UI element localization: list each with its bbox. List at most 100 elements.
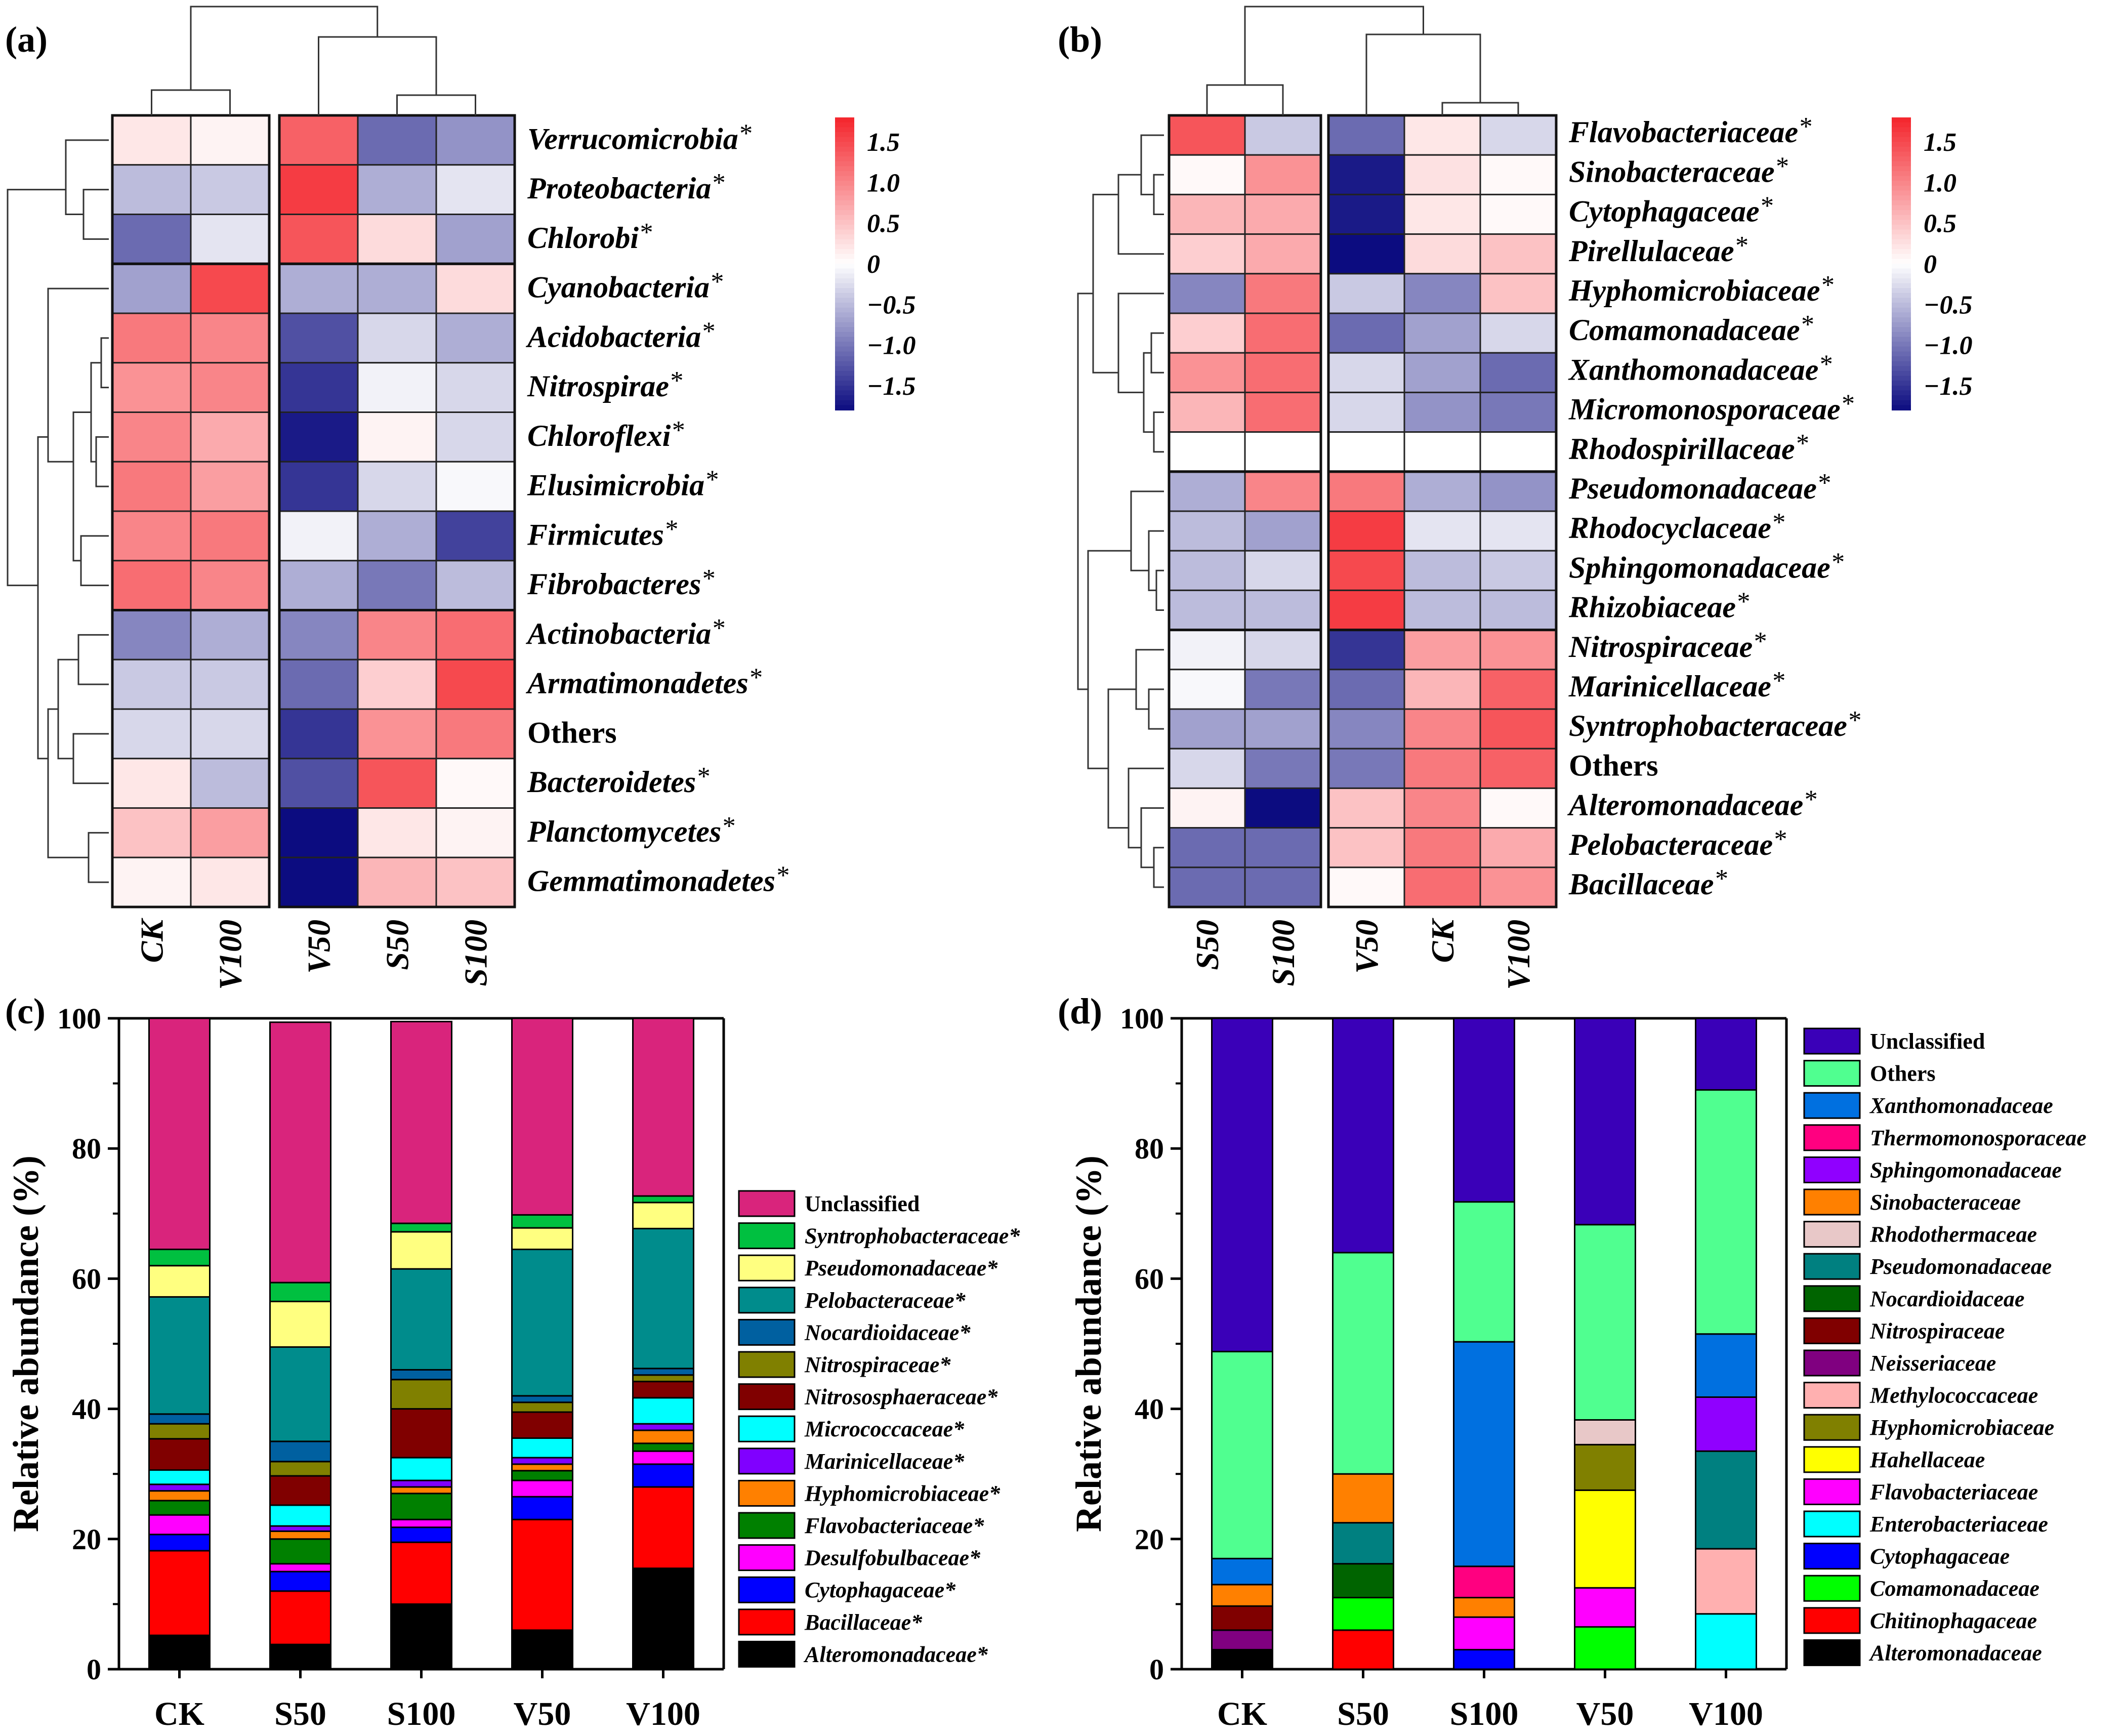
colorbar-segment [835,298,854,304]
heatmap-cell [1479,629,1557,671]
colorbar-segment [835,327,854,333]
row-label-name: Nitrospirae [527,369,669,403]
x-tick-label: V100 [626,1696,700,1732]
colorbar-segment [1892,239,1911,245]
heatmap-row-label: Sphingomonadaceae* [1569,548,1844,584]
heatmap-row-label: Micromonosporaceae* [1568,390,1854,426]
colorbar-segment [1892,273,1911,279]
row-dendrogram-link [1153,847,1164,888]
colorbar-segment [1892,185,1911,191]
heatmap-cell [278,658,359,710]
colorbar-segment [1892,254,1911,260]
heatmap-row-label: Rhodocyclaceae* [1568,508,1784,545]
heatmap-cell [111,658,192,710]
row-label-name: Sphingomonadaceae [1569,551,1830,584]
row-label-star: * [704,466,718,494]
row-dendrogram-link [1077,293,1093,690]
heatmap-row-label: Pirellulaceae* [1568,231,1747,268]
colorbar-segment [835,176,854,182]
heatmap-cell [1327,827,1405,869]
colorbar-segment [1892,288,1911,294]
row-dendrogram-link [72,411,91,562]
legend-label: Desulfobulbaceae* [804,1546,981,1570]
colorbar-segment [835,185,854,191]
legend-label: Unclassified [1870,1029,1985,1054]
row-label-star: * [710,268,723,297]
heatmap-cell [190,312,270,364]
heatmap-row-label: Flavobacteriaceae* [1568,112,1811,149]
legend-swatch [738,1383,796,1411]
colorbar-segment [1892,307,1911,313]
heatmap-cell [190,214,270,265]
legend-swatch [1803,1285,1861,1312]
bar-segment [269,1570,331,1592]
bar-segment [511,1401,573,1413]
heatmap-cell [1479,748,1557,789]
row-dendrogram-link [77,634,109,685]
heatmap-cell [278,461,359,512]
bar-segment [632,1397,694,1425]
heatmap-cell [1327,471,1405,512]
row-dendrogram-link [100,337,109,389]
heatmap-cell [1327,629,1405,671]
bar-segment [390,1268,452,1371]
heatmap-cell [111,807,192,858]
legend-label: Micrococcaceae* [804,1417,965,1441]
heatmap-row-label: Gemmatimonadetes* [527,861,788,898]
legend-swatch [738,1254,796,1282]
row-label-name: Syntrophobacteraceae [1569,709,1847,742]
heatmap-cell [190,807,270,858]
heatmap-row-label: Cyanobacteria* [527,268,723,304]
heatmap-cell [1244,431,1322,473]
colorbar-segment [835,381,854,386]
heatmap-cell [1479,866,1557,908]
colorbar-segment [1892,244,1911,250]
heatmap-row-label: Rhodospirillaceae* [1568,429,1808,466]
x-tick-label: S100 [387,1696,456,1732]
heatmap-cell [1168,273,1246,314]
colorbar-segment [835,356,854,362]
bar-segment [511,1017,573,1216]
heatmap-cell [357,411,437,463]
bar-segment [269,1538,331,1565]
row-label-name: Cyanobacteria [527,271,710,304]
y-tick-label: 100 [1120,1002,1164,1035]
heatmap-cell [1168,669,1246,710]
y-tick-label: 0 [87,1653,101,1686]
heatmap-cell [1327,550,1405,591]
legend-swatch [1803,1253,1861,1280]
colorbar-segment [835,332,854,338]
colorbar-segment [835,288,854,294]
heatmap-cell [1403,312,1481,354]
heatmap-cell [435,214,516,265]
colorbar-segment [835,376,854,382]
legend-swatch [738,1448,796,1475]
row-label-name: Others [1569,749,1658,782]
heatmap-column-label: V50 [301,920,337,974]
heatmap-row-label: Armatimonadetes* [525,664,762,700]
heatmap-cell [435,758,516,809]
row-label-name: Pelobacteraceae [1568,828,1773,861]
colorbar-segment [1892,405,1911,410]
heatmap-cell [1327,273,1405,314]
legend-swatch [1803,1092,1861,1119]
row-label-star: * [775,861,788,890]
bar-segment [148,1438,211,1471]
heatmap-cell [357,560,437,611]
heatmap-column-label: CK [1425,918,1461,963]
colorbar-segment [1892,142,1911,147]
legend-swatch [738,1287,796,1314]
heatmap-cell [278,758,359,809]
heatmap-cell [1244,312,1322,354]
row-label-name: Sinobacteraceae [1569,155,1775,188]
row-label-name: Actinobacteria [525,617,711,650]
colorbar-segment [1892,370,1911,377]
colorbar-segment [1892,181,1911,186]
colorbar-segment [1892,195,1911,201]
heatmap-cell [190,362,270,413]
row-dendrogram-link [65,139,109,215]
heatmap-cell [1479,510,1557,552]
row-label-name: Pseudomonadaceae [1568,472,1817,505]
legend-label: Nitrospiraceae [1869,1318,2005,1343]
bar-segment [632,1227,694,1370]
